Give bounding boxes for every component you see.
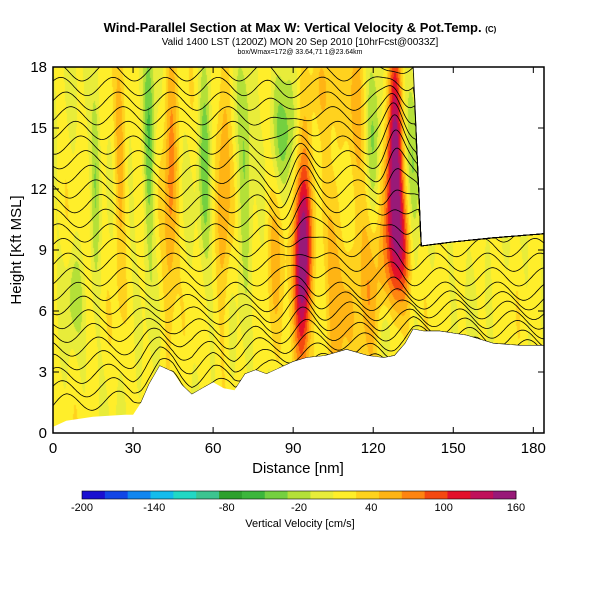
- colorbar-tick-label: -20: [291, 502, 307, 514]
- colorbar-swatch: [264, 491, 288, 499]
- x-tick-label: 120: [361, 440, 386, 457]
- y-tick-label: 0: [39, 425, 47, 442]
- colorbar-swatch: [104, 491, 129, 499]
- x-tick-label: 60: [205, 440, 222, 457]
- colorbar-swatch: [219, 491, 243, 499]
- theta-contour: [53, 275, 544, 302]
- colorbar-swatch: [310, 491, 334, 499]
- theta-contour: [53, 306, 544, 343]
- terrain-mask: [53, 329, 544, 433]
- y-tick-label: 6: [39, 303, 47, 320]
- x-tick-label: 150: [441, 440, 466, 457]
- colorbar-swatch: [150, 491, 174, 499]
- colorbar-tick-label: -80: [219, 502, 235, 514]
- theta-contour: [53, 284, 544, 316]
- theta-contour: [53, 294, 544, 330]
- y-tick-label: 12: [30, 181, 47, 198]
- x-axis: 0 30 60 90 120 150 180: [49, 67, 546, 457]
- theta-contour: [53, 261, 544, 287]
- colorbar-swatch: [447, 491, 471, 499]
- x-tick-label: 0: [49, 440, 57, 457]
- colorbar-tick-label: -200: [71, 502, 93, 514]
- colorbar-tick-label: -140: [143, 502, 165, 514]
- colorbar-swatch: [127, 491, 151, 499]
- colorbar-swatch: [401, 491, 426, 499]
- colorbar-swatch: [82, 491, 106, 499]
- y-axis-label: Height [Kft MSL]: [8, 195, 25, 304]
- potential-temperature-contours: [53, 67, 544, 411]
- x-axis-label: Distance [nm]: [252, 460, 344, 477]
- chart-title: Wind-Parallel Section at Max W: Vertical…: [104, 20, 497, 35]
- colorbar-frame: [81, 490, 517, 500]
- y-tick-label: 3: [39, 364, 47, 381]
- y-tick-label: 9: [39, 242, 47, 259]
- colorbar-swatch: [356, 491, 380, 499]
- colorbar-label: Vertical Velocity [cm/s]: [245, 518, 354, 530]
- colorbar-tick-label: 40: [365, 502, 377, 514]
- colorbar-tick-label: 100: [435, 502, 453, 514]
- colorbar-swatch: [196, 491, 220, 499]
- title-mark: (C): [485, 25, 496, 34]
- colorbar-swatch: [241, 491, 266, 499]
- x-tick-label: 90: [285, 440, 302, 457]
- colorbar-swatch: [333, 491, 357, 499]
- colorbar-tick-label: 160: [507, 502, 525, 514]
- y-tick-label: 18: [30, 59, 47, 76]
- y-axis: 0 3 6 9 12 15 18: [30, 59, 544, 442]
- y-tick-label: 15: [30, 120, 47, 137]
- x-tick-label: 180: [521, 440, 546, 457]
- theta-contour: [53, 247, 544, 272]
- colorbar-swatch: [470, 491, 494, 499]
- colorbar: -200 -140 -80 -20 40 100 160: [71, 490, 525, 514]
- theta-contour: [53, 325, 544, 371]
- theta-contour: [53, 235, 544, 258]
- theta-contour: [53, 316, 544, 357]
- chart-subtitle-small: box/Wmax=172@ 33.64,71 1@23.64km: [238, 49, 363, 56]
- chart-subtitle: Valid 1400 LST (1200Z) MON 20 Sep 2010 […: [162, 37, 439, 48]
- colorbar-swatch: [287, 491, 311, 499]
- colorbar-swatch: [173, 491, 197, 499]
- plot-area: [53, 67, 544, 433]
- colorbar-swatch: [378, 491, 403, 499]
- theta-contour: [53, 67, 544, 247]
- x-tick-label: 30: [125, 440, 142, 457]
- colorbar-swatch: [424, 491, 448, 499]
- colorbar-swatch: [493, 491, 517, 499]
